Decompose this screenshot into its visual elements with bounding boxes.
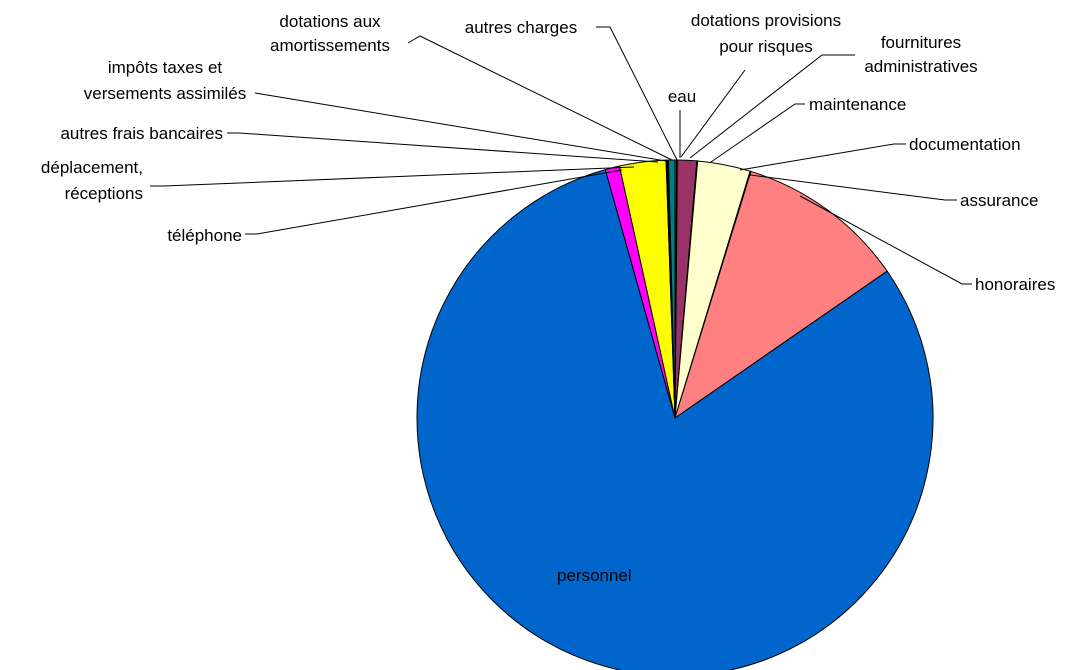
slice-label-maintenance: maintenance <box>809 95 906 114</box>
slice-label-impots-taxes-et-versements-assimiles: impôts taxes et versements assimilés <box>84 58 247 103</box>
leader-line-autres-charges <box>596 26 678 161</box>
slice-labels: eau dotations provisions pour risques fourn… <box>41 11 1055 585</box>
slice-label-documentation: documentation <box>909 135 1021 154</box>
leader-line-deplacement-receptions <box>150 166 635 187</box>
leader-line-honoraires <box>799 195 972 285</box>
leader-line-impots-taxes-et-versements-assimiles <box>254 92 667 162</box>
slice-label-dotations-aux-amortissements: dotations aux amortissements <box>270 12 390 55</box>
slice-label-honoraires: honoraires <box>975 275 1055 294</box>
leader-line-dotations-aux-amortissements <box>407 35 673 161</box>
slice-label-dotations-provisions-pour-risques: dotations provisions pour risques <box>691 11 841 56</box>
pie-slice-personnel <box>416 168 934 670</box>
leader-line-telephone <box>245 169 623 235</box>
slice-label-personnel: personnel <box>557 566 632 585</box>
slice-label-autres-frais-bancaires: autres frais bancaires <box>60 124 223 143</box>
leader-line-maintenance <box>710 103 805 163</box>
leader-line-fournitures-administratives <box>689 54 855 159</box>
pie-slice-honoraires <box>674 170 888 420</box>
slice-label-deplacement-receptions: déplacement, réceptions <box>41 158 143 203</box>
slice-label-eau: eau <box>668 87 696 106</box>
leader-lines <box>150 26 972 285</box>
slice-label-autres-charges: autres charges <box>465 18 577 37</box>
pie-slices <box>416 159 934 670</box>
leader-line-assurance <box>749 174 957 201</box>
slice-label-telephone: téléphone <box>167 226 242 245</box>
slice-label-assurance: assurance <box>960 191 1038 210</box>
leader-line-dotations-provisions-pour-risques <box>680 69 746 158</box>
slice-label-fournitures-administratives: fournitures administratives <box>864 33 977 76</box>
leader-line-documentation <box>739 143 906 171</box>
leader-line-autres-frais-bancaires <box>227 132 659 163</box>
